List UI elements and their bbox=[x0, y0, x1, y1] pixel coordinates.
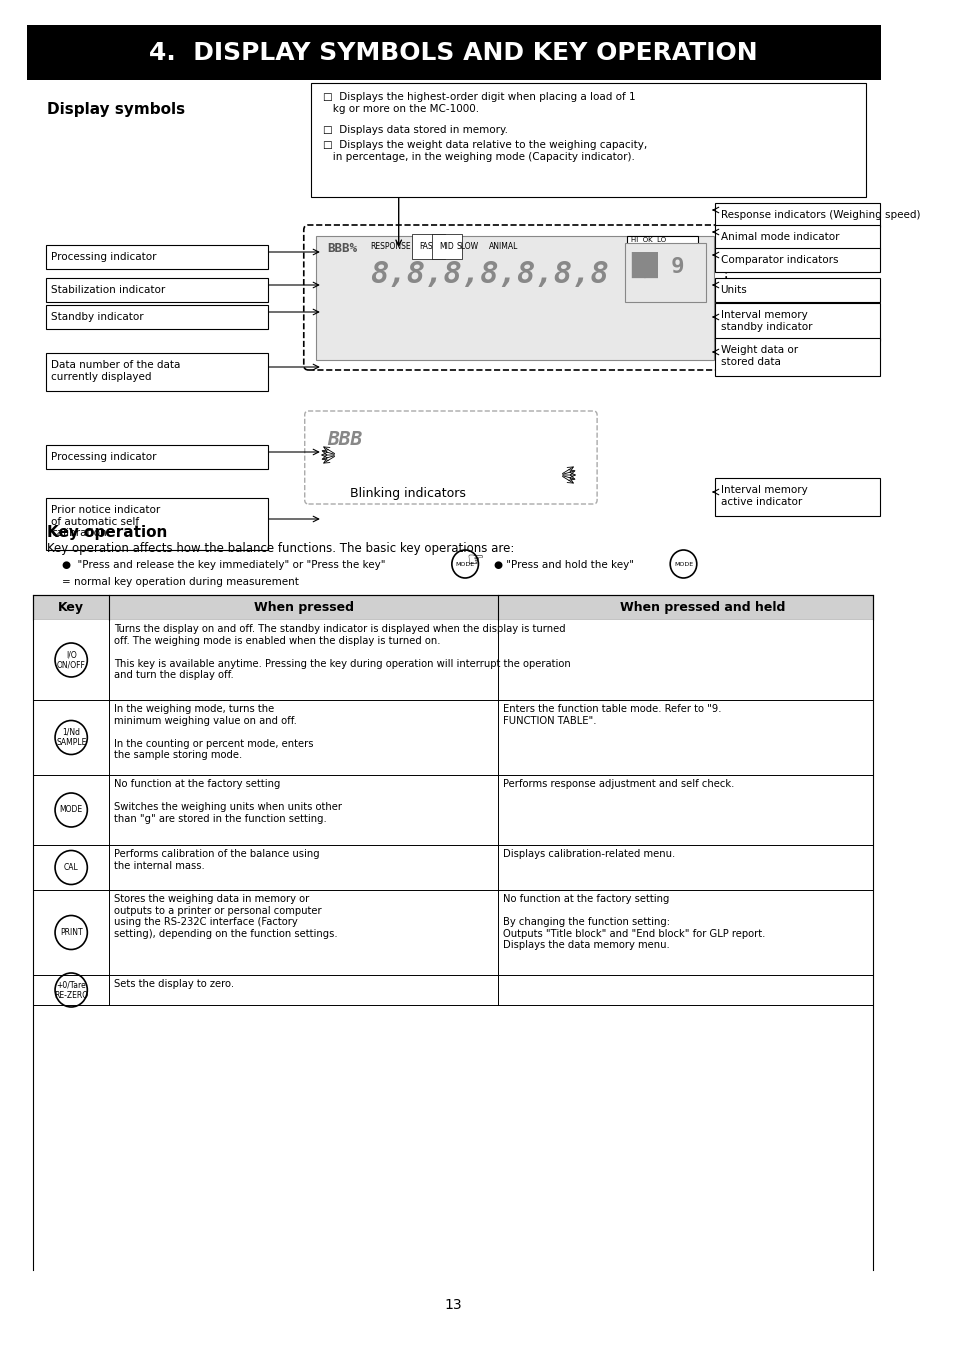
Text: □  Displays the weight data relative to the weighing capacity,
   in percentage,: □ Displays the weight data relative to t… bbox=[322, 140, 646, 162]
Text: Response indicators (Weighing speed): Response indicators (Weighing speed) bbox=[720, 211, 919, 220]
Text: 13: 13 bbox=[443, 1297, 461, 1312]
Text: No function at the factory setting

By changing the function setting:
Outputs "T: No function at the factory setting By ch… bbox=[502, 894, 764, 950]
Text: ANIMAL: ANIMAL bbox=[488, 242, 517, 251]
Text: No function at the factory setting

Switches the weighing units when units other: No function at the factory setting Switc… bbox=[113, 779, 341, 824]
Text: MODE: MODE bbox=[673, 562, 692, 567]
Text: RESPONSE: RESPONSE bbox=[370, 242, 411, 251]
Text: Stabilization indicator: Stabilization indicator bbox=[51, 285, 165, 296]
Text: When pressed: When pressed bbox=[253, 601, 354, 614]
Text: +0/Tare
RE-ZERO: +0/Tare RE-ZERO bbox=[54, 980, 89, 1000]
Text: Display symbols: Display symbols bbox=[48, 103, 186, 117]
Text: Displays calibration-related menu.: Displays calibration-related menu. bbox=[502, 849, 675, 859]
Bar bbox=[33, 845, 872, 890]
Text: FAST: FAST bbox=[419, 242, 437, 251]
Text: ● "Press and hold the key": ● "Press and hold the key" bbox=[493, 560, 633, 570]
Text: Animal mode indicator: Animal mode indicator bbox=[720, 232, 838, 242]
Text: Data number of the data
currently displayed: Data number of the data currently displa… bbox=[51, 360, 180, 382]
Text: Turns the display on and off. The standby indicator is displayed when the displa: Turns the display on and off. The standb… bbox=[113, 624, 570, 680]
Text: Processing indicator: Processing indicator bbox=[51, 452, 156, 462]
FancyBboxPatch shape bbox=[46, 244, 268, 269]
Text: HI  OK  LO: HI OK LO bbox=[631, 238, 666, 243]
Text: □  Displays the highest-order digit when placing a load of 1
   kg or more on th: □ Displays the highest-order digit when … bbox=[322, 92, 635, 113]
FancyBboxPatch shape bbox=[714, 302, 879, 342]
Text: Interval memory
standby indicator: Interval memory standby indicator bbox=[720, 310, 811, 332]
FancyBboxPatch shape bbox=[714, 278, 879, 302]
FancyBboxPatch shape bbox=[627, 236, 697, 254]
Bar bbox=[33, 975, 872, 1004]
Text: 1/Nd
SAMPLE: 1/Nd SAMPLE bbox=[56, 728, 87, 747]
Text: Sets the display to zero.: Sets the display to zero. bbox=[113, 979, 233, 990]
FancyBboxPatch shape bbox=[714, 248, 879, 271]
Text: Blinking indicators: Blinking indicators bbox=[350, 487, 466, 500]
Text: BBB: BBB bbox=[327, 431, 362, 450]
Text: Enters the function table mode. Refer to "9.
FUNCTION TABLE".: Enters the function table mode. Refer to… bbox=[502, 703, 720, 725]
Text: Key operation: Key operation bbox=[48, 525, 168, 540]
Text: = normal key operation during measurement: = normal key operation during measuremen… bbox=[62, 576, 298, 587]
FancyBboxPatch shape bbox=[46, 352, 268, 392]
Text: MID: MID bbox=[439, 242, 454, 251]
Text: Comparator indicators: Comparator indicators bbox=[720, 255, 837, 265]
FancyBboxPatch shape bbox=[624, 243, 705, 302]
Text: 8,8,8,8,8,8,8: 8,8,8,8,8,8,8 bbox=[370, 261, 608, 289]
Text: Performs response adjustment and self check.: Performs response adjustment and self ch… bbox=[502, 779, 734, 788]
Bar bbox=[33, 620, 872, 701]
Text: Interval memory
active indicator: Interval memory active indicator bbox=[720, 485, 806, 506]
Text: Prior notice indicator
of automatic self
calibration: Prior notice indicator of automatic self… bbox=[51, 505, 160, 539]
FancyBboxPatch shape bbox=[303, 225, 725, 370]
Text: In the weighing mode, turns the
minimum weighing value on and off.

In the count: In the weighing mode, turns the minimum … bbox=[113, 703, 314, 760]
FancyBboxPatch shape bbox=[315, 236, 713, 360]
Text: SLOW: SLOW bbox=[456, 242, 478, 251]
FancyBboxPatch shape bbox=[714, 478, 879, 516]
Text: Standby indicator: Standby indicator bbox=[51, 312, 144, 323]
FancyBboxPatch shape bbox=[714, 338, 879, 377]
Bar bbox=[33, 775, 872, 845]
Bar bbox=[33, 595, 872, 620]
Text: MODE: MODE bbox=[60, 806, 83, 814]
Text: Stores the weighing data in memory or
outputs to a printer or personal computer
: Stores the weighing data in memory or ou… bbox=[113, 894, 337, 938]
Bar bbox=[33, 701, 872, 775]
Text: Key operation affects how the balance functions. The basic key operations are:: Key operation affects how the balance fu… bbox=[48, 541, 515, 555]
FancyBboxPatch shape bbox=[311, 82, 864, 197]
Text: 4.  DISPLAY SYMBOLS AND KEY OPERATION: 4. DISPLAY SYMBOLS AND KEY OPERATION bbox=[150, 40, 758, 65]
Text: ☞: ☞ bbox=[465, 551, 483, 570]
Text: PRINT: PRINT bbox=[60, 927, 82, 937]
Text: Performs calibration of the balance using
the internal mass.: Performs calibration of the balance usin… bbox=[113, 849, 319, 871]
Text: BBB%: BBB% bbox=[327, 242, 357, 255]
Text: ●  "Press and release the key immediately" or "Press the key": ● "Press and release the key immediately… bbox=[62, 560, 385, 570]
Text: MODE: MODE bbox=[456, 562, 475, 567]
Bar bbox=[33, 890, 872, 975]
FancyBboxPatch shape bbox=[46, 305, 268, 329]
FancyBboxPatch shape bbox=[714, 202, 879, 227]
Text: CAL: CAL bbox=[64, 863, 78, 872]
Text: Key: Key bbox=[58, 601, 84, 614]
FancyBboxPatch shape bbox=[714, 225, 879, 248]
FancyBboxPatch shape bbox=[27, 26, 880, 80]
Text: Weight data or
stored data: Weight data or stored data bbox=[720, 346, 797, 367]
FancyBboxPatch shape bbox=[46, 278, 268, 302]
Text: ██ 9: ██ 9 bbox=[631, 252, 684, 278]
Text: Units: Units bbox=[720, 285, 746, 296]
FancyBboxPatch shape bbox=[46, 498, 268, 549]
Text: Processing indicator: Processing indicator bbox=[51, 252, 156, 262]
Text: I/O
ON/OFF: I/O ON/OFF bbox=[56, 651, 86, 670]
FancyBboxPatch shape bbox=[304, 410, 597, 504]
FancyBboxPatch shape bbox=[46, 446, 268, 468]
Text: When pressed and held: When pressed and held bbox=[619, 601, 784, 614]
Text: □  Displays data stored in memory.: □ Displays data stored in memory. bbox=[322, 126, 507, 135]
